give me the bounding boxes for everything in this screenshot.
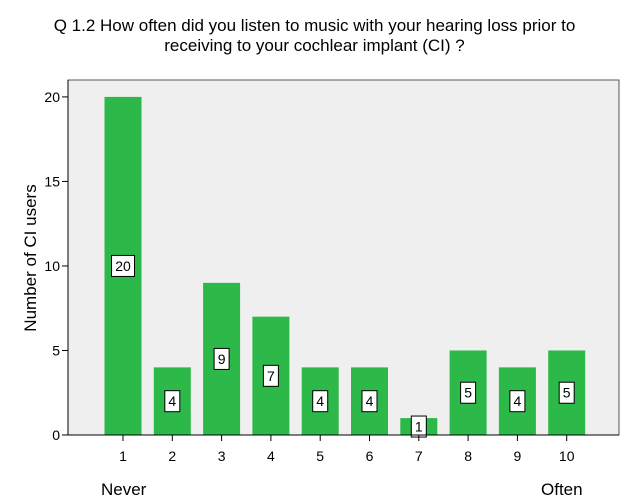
data-label-10: 5 [563,385,571,401]
x-tick-label-7: 7 [415,448,423,464]
y-axis: 0 5 10 15 20 [44,80,69,443]
bars-group: 20 4 9 7 4 4 1 5 4 5 [104,96,586,438]
data-label-box-6 [361,390,378,413]
data-label-9: 4 [514,393,522,409]
data-label-2: 4 [168,393,176,409]
chart-title: Q 1.2 How often did you listen to music … [0,16,629,56]
data-label-3: 9 [218,351,226,367]
x-tick-label-3: 3 [218,448,226,464]
data-label-5: 4 [316,393,324,409]
x-tick-label-4: 4 [267,448,275,464]
y-tick-label-0: 0 [52,427,60,443]
data-label-box-5 [312,390,329,413]
y-tick-label-5: 5 [52,342,60,358]
data-label-4: 7 [267,368,275,384]
data-label-box-10 [558,381,575,404]
data-label-1: 20 [115,258,131,274]
x-tick-label-2: 2 [168,448,176,464]
data-label-box-4 [262,364,279,387]
data-label-box-3 [213,347,230,370]
x-end-label-often: Often [541,480,583,499]
x-end-label-never: Never [101,480,147,499]
chart-title-line-1: Q 1.2 How often did you listen to music … [53,16,576,35]
plot-area [67,79,620,436]
x-tick-label-5: 5 [316,448,324,464]
data-label-box-9 [509,390,526,413]
data-label-box-8 [460,381,477,404]
y-axis-label: Number of CI users [21,184,40,331]
x-tick-label-8: 8 [464,448,472,464]
data-label-8: 5 [464,385,472,401]
chart-title-line-2: receiving to your cochlear implant (CI) … [164,36,465,55]
x-tick-label-10: 10 [559,448,575,464]
y-tick-label-10: 10 [44,258,60,274]
x-tick-label-6: 6 [366,448,374,464]
y-tick-label-15: 15 [44,173,60,189]
x-axis: 1 2 3 4 5 6 7 8 9 10 [68,434,619,464]
data-label-box-1 [111,254,135,277]
x-tick-label-1: 1 [119,448,127,464]
x-tick-label-9: 9 [514,448,522,464]
data-label-6: 4 [366,393,374,409]
data-label-box-2 [164,390,181,413]
data-label-7: 1 [415,419,423,435]
y-tick-label-20: 20 [44,89,60,105]
